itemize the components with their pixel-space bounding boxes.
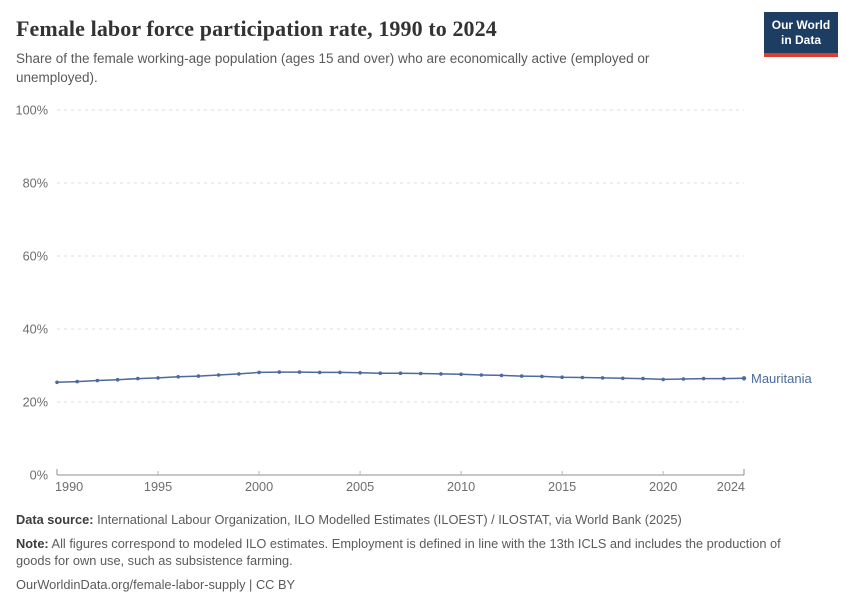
data-point-1998[interactable] [216, 373, 221, 377]
data-point-1999[interactable] [237, 372, 241, 376]
license-badge: CC BY [255, 577, 296, 592]
data-point-2020[interactable] [661, 377, 665, 382]
chart-title: Female labor force participation rate, 1… [16, 16, 497, 41]
x-tick-label-2020: 2020 [649, 480, 677, 494]
note-line: Note: All figures correspond to modeled … [16, 535, 808, 569]
data-point-2000[interactable] [257, 370, 261, 375]
data-source-text: International Labour Organization, ILO M… [93, 512, 682, 527]
data-source-label: Data source: [16, 512, 94, 527]
owid-logo[interactable]: Our World in Data [764, 12, 838, 57]
note-text: All figures correspond to modeled ILO es… [16, 536, 781, 568]
data-point-1990[interactable] [55, 380, 59, 385]
y-tick-label-0: 0% [30, 469, 48, 483]
data-point-1994[interactable] [136, 376, 140, 381]
x-tick-label-2015: 2015 [548, 480, 576, 494]
data-point-2004[interactable] [338, 370, 342, 375]
chart-canvas[interactable]: 0% 20% 40% 60% 80% 100% 1990 1995 2000 2005 2010 20… [0, 95, 850, 505]
data-point-1991[interactable] [75, 379, 79, 384]
data-point-2006[interactable] [378, 371, 383, 376]
y-tick-label-40: 40% [23, 323, 48, 337]
data-point-2003[interactable] [317, 370, 322, 375]
x-tick-label-1990: 1990 [55, 480, 83, 494]
data-point-2016[interactable] [580, 375, 585, 380]
data-point-2005[interactable] [358, 371, 362, 375]
data-point-2008[interactable] [418, 371, 423, 376]
data-point-2014[interactable] [540, 374, 544, 379]
y-tick-label-60: 60% [23, 250, 48, 264]
data-point-2023[interactable] [722, 376, 726, 381]
data-point-1993[interactable] [115, 377, 120, 382]
license-separator: | [245, 577, 256, 592]
data-point-2007[interactable] [398, 371, 403, 376]
data-source-line: Data source: International Labour Organi… [16, 511, 808, 528]
chart-header: Female labor force participation rate, 1… [16, 12, 838, 87]
license-line: OurWorldinData.org/female-labor-supply |… [16, 576, 808, 593]
data-point-2022[interactable] [701, 376, 706, 381]
data-point-2002[interactable] [297, 370, 302, 374]
owid-logo-line2: in Data [780, 33, 821, 47]
y-tick-label-100: 100% [16, 104, 48, 118]
data-point-2019[interactable] [641, 376, 645, 381]
x-tick-label-2005: 2005 [346, 480, 374, 494]
data-point-2010[interactable] [459, 372, 463, 377]
data-point-2012[interactable] [499, 373, 504, 378]
chart-footer: Data source: International Labour Organi… [16, 511, 834, 600]
line-chart[interactable]: 0% 20% 40% 60% 80% 100% 1990 1995 2000 2005 2010 20… [0, 95, 850, 505]
entity-label-Mauritania[interactable]: Mauritania [751, 371, 812, 386]
x-tick-label-2024: 2024 [717, 480, 745, 494]
data-point-2024[interactable] [741, 376, 747, 381]
x-tick-label-1995: 1995 [144, 480, 172, 494]
note-label: Note: [16, 536, 49, 551]
data-point-1995[interactable] [156, 376, 160, 380]
owid-logo-line1: Our World [771, 18, 831, 32]
data-point-1992[interactable] [95, 378, 100, 383]
data-point-2017[interactable] [600, 376, 605, 380]
chart-subtitle: Share of the female working-age populati… [16, 51, 650, 85]
data-point-2001[interactable] [277, 370, 282, 374]
data-point-1996[interactable] [176, 375, 180, 379]
data-point-1997[interactable] [196, 374, 201, 378]
data-point-2018[interactable] [621, 376, 625, 381]
data-point-2013[interactable] [519, 374, 524, 378]
data-point-2021[interactable] [681, 377, 686, 381]
data-point-2015[interactable] [560, 375, 564, 380]
x-tick-label-2010: 2010 [447, 480, 475, 494]
owid-url-link[interactable]: OurWorldinData.org/female-labor-supply [16, 577, 246, 592]
y-tick-label-20: 20% [23, 396, 48, 410]
data-point-2011[interactable] [479, 373, 484, 377]
x-tick-label-2000: 2000 [245, 480, 273, 494]
data-point-2009[interactable] [439, 372, 443, 376]
y-tick-label-80: 80% [23, 177, 48, 191]
